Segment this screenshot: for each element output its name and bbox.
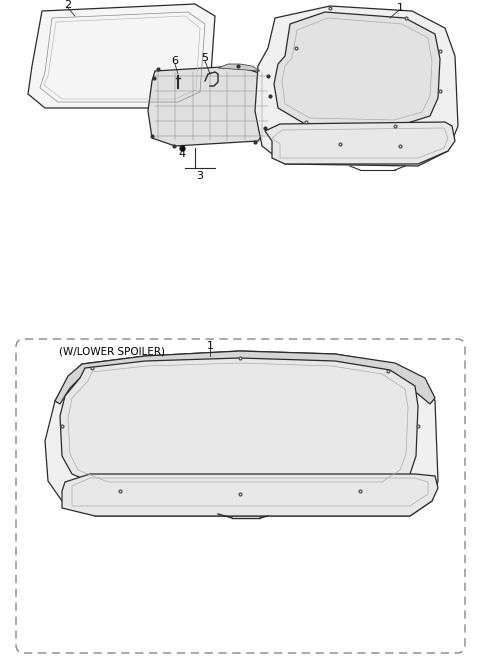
Text: (W/LOWER SPOILER): (W/LOWER SPOILER) xyxy=(59,346,165,356)
Polygon shape xyxy=(255,6,458,166)
Polygon shape xyxy=(274,12,440,126)
Polygon shape xyxy=(55,351,435,404)
Text: 6: 6 xyxy=(171,56,179,66)
Polygon shape xyxy=(28,4,215,108)
Polygon shape xyxy=(218,64,260,71)
Text: 3: 3 xyxy=(196,171,204,181)
Text: 5: 5 xyxy=(202,53,208,63)
Polygon shape xyxy=(60,358,418,488)
Polygon shape xyxy=(62,474,438,516)
Polygon shape xyxy=(265,122,455,164)
Polygon shape xyxy=(45,351,438,516)
Polygon shape xyxy=(148,66,272,146)
Text: 4: 4 xyxy=(179,149,186,159)
Text: 1: 1 xyxy=(396,3,404,13)
Text: 1: 1 xyxy=(206,341,214,351)
Text: 2: 2 xyxy=(64,0,72,10)
